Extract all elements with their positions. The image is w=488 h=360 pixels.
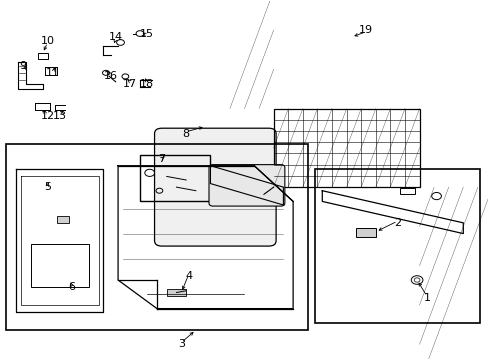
Text: 5: 5 [44, 182, 51, 192]
Bar [140, 155, 210, 202]
FancyBboxPatch shape [154, 128, 276, 246]
Text: 10: 10 [41, 36, 55, 46]
Bar [6, 144, 307, 330]
Text: 14: 14 [108, 32, 122, 42]
Text: 19: 19 [358, 25, 372, 35]
Text: 12: 12 [41, 111, 55, 121]
Text: 4: 4 [184, 271, 192, 282]
Bar [399, 188, 414, 194]
Text: 7: 7 [158, 154, 165, 163]
Text: 15: 15 [140, 28, 154, 39]
Text: 2: 2 [393, 218, 400, 228]
Text: 9: 9 [20, 61, 27, 71]
Text: 18: 18 [140, 78, 154, 89]
Text: 6: 6 [68, 282, 75, 292]
FancyBboxPatch shape [208, 165, 285, 206]
Text: 1: 1 [423, 293, 429, 303]
Bar [166, 289, 186, 296]
Bar [30, 244, 89, 287]
Bar [273, 109, 419, 187]
Text: 13: 13 [53, 111, 66, 121]
Bar [314, 169, 479, 323]
Text: 3: 3 [178, 339, 184, 349]
Text: 17: 17 [123, 78, 137, 89]
Text: 16: 16 [103, 71, 118, 81]
Text: 8: 8 [182, 129, 189, 139]
Bar [57, 216, 69, 223]
Bar [356, 228, 375, 237]
Text: 11: 11 [45, 68, 60, 78]
